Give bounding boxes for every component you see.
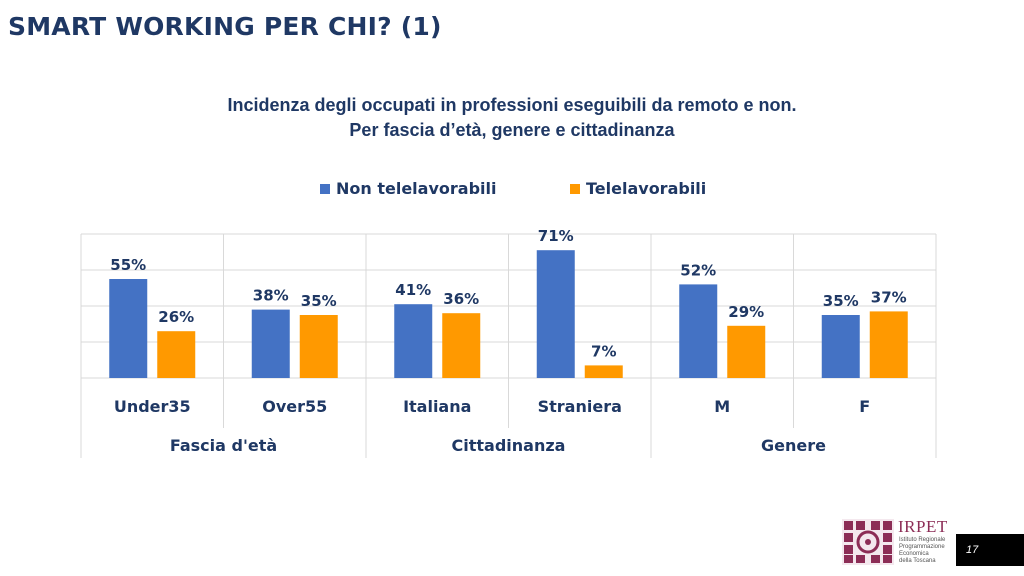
bar [869,311,908,378]
logo-subtitle-line: Istituto Regionale [899,537,946,543]
bar-value-label: 37% [871,288,907,306]
irpet-logo: IRPET Istituto Regionale Programmazione … [842,517,952,567]
bar [251,309,290,378]
bar-value-label: 26% [158,308,194,326]
bar-value-label: 36% [443,290,479,308]
logo-subtitle: Istituto Regionale Programmazione Econom… [899,537,945,565]
logo-subtitle-line: della Toscana [899,558,936,564]
bar-value-label: 52% [680,261,716,279]
bar [536,250,575,378]
category-label: Under35 [114,397,191,416]
chart-title: Incidenza degli occupati in professioni … [0,93,1024,143]
bar [299,315,338,378]
category-label: Italiana [403,397,471,416]
group-label: Genere [761,436,826,455]
bar-value-label: 55% [110,256,146,274]
bar [157,331,196,378]
bar [109,279,148,378]
category-label: Over55 [262,397,327,416]
slide-title: SMART WORKING PER CHI? (1) [8,12,442,41]
bar-value-label: 29% [728,303,764,321]
chart-title-line-1: Incidenza degli occupati in professioni … [227,95,797,115]
group-label: Cittadinanza [452,436,566,455]
bar-value-label: 38% [253,287,289,305]
page-number: 17 [956,534,1024,566]
category-label: M [714,397,730,416]
bar-value-label: 41% [395,281,431,299]
bar-value-label: 71% [538,227,574,245]
legend-label: Telelavorabili [586,179,706,198]
bar [394,304,433,378]
category-label: Straniera [538,397,622,416]
bar [821,315,860,378]
bar [727,325,766,378]
logo-name: IRPET [898,517,948,536]
logo-subtitle-line: Programmazione [899,544,945,550]
bar [584,365,623,378]
bar-value-label: 35% [823,292,859,310]
legend-swatch [570,184,580,194]
bar [679,284,718,378]
bar [442,313,481,378]
bar-value-label: 35% [301,292,337,310]
group-label: Fascia d'età [170,436,277,455]
logo-subtitle-line: Economica [899,551,929,557]
irpet-emblem-icon [842,519,894,565]
legend-label: Non telelavorabili [336,179,496,198]
chart-title-line-2: Per fascia d’età, genere e cittadinanza [349,120,675,140]
bar-value-label: 7% [591,342,616,360]
category-label: F [859,397,870,416]
legend-swatch [320,184,330,194]
